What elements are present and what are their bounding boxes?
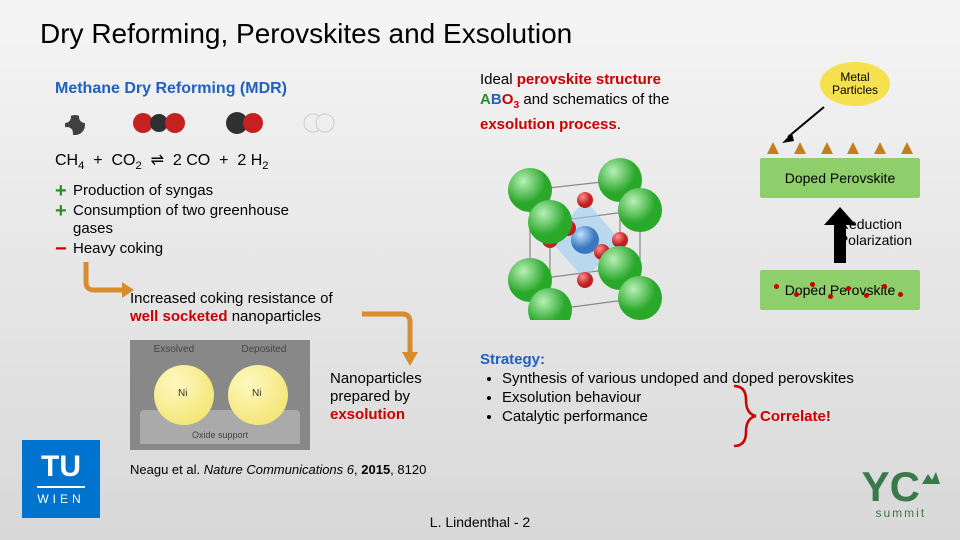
doped-perovskite-top: Doped Perovskite [760,158,920,198]
nano-text: Nanoparticles prepared by exsolution [330,370,422,424]
dopant-dots [770,282,910,302]
tu-text: TU [41,452,81,482]
tu-wien-logo: TU WIEN [22,440,100,518]
bullet-row: −Heavy coking [55,240,303,258]
bullet-symbol: − [55,240,73,258]
strategy-heading: Strategy: [480,350,854,369]
h2-icon [301,110,337,136]
bullet-row: +Production of syngas [55,182,303,200]
triangle-icon [847,142,859,154]
yc-summit-logo: YC summit [862,468,940,520]
triangle-icon [794,142,806,154]
wien-text: WIEN [37,486,84,506]
strategy-item: Exsolution behaviour [502,388,854,407]
footer: L. Lindenthal - 2 [0,514,960,530]
bullet-symbol: + [55,182,73,200]
yc-text: YC [862,468,940,506]
ni-figure: Exsolved Deposited Ni Ni Oxide support [130,340,310,450]
coking-text: Increased coking resistance of well sock… [130,290,333,326]
metal-particles-row [760,142,920,154]
metal-particles-label: Metal Particles [820,62,890,106]
triangle-icon [821,142,833,154]
co2-icon [129,108,189,138]
triangle-icon [767,142,779,154]
ni-label-left: Exsolved [154,344,195,355]
molecule-row [55,105,337,141]
bullet-text: Consumption of two greenhouse gases [73,202,303,238]
mdr-bullets: +Production of syngas+Consumption of two… [55,182,303,260]
methane-icon [55,105,95,141]
ni-text-2: Ni [252,388,261,399]
page-title: Dry Reforming, Perovskites and Exsolutio… [40,18,572,50]
support-label: Oxide support [130,430,310,440]
brace-icon [730,384,760,448]
bullet-text: Production of syngas [73,182,213,200]
coking-line2: nanoparticles [228,308,321,325]
triangle-icon [874,142,886,154]
nano-exsolution: exsolution [330,406,405,423]
well-socketed: well socketed [130,308,228,325]
co-icon [223,108,267,138]
reduction-label: Reduction Polarization [839,216,912,248]
arrow-to-coking [78,258,138,298]
nano-l2: prepared by [330,388,410,405]
citation: Neagu et al. Nature Communications 6, 20… [130,462,426,477]
perovskite-crystal [490,150,670,320]
triangle-icon [901,142,913,154]
ni-text-1: Ni [178,388,187,399]
metal-arrow-icon [780,105,830,145]
correlate-label: Correlate! [760,408,831,425]
bullet-text: Heavy coking [73,240,163,258]
bullet-row: +Consumption of two greenhouse gases [55,202,303,238]
arrow-to-nano [358,310,418,370]
strategy-item: Synthesis of various undoped and doped p… [502,369,854,388]
ni-label-right: Deposited [241,344,286,355]
mdr-equation: CH4 + CO2 ⇌ 2 CO + 2 H2 [55,150,269,172]
nano-l1: Nanoparticles [330,370,422,387]
mdr-heading: Methane Dry Reforming (MDR) [55,80,287,98]
coking-line1: Increased coking resistance of [130,290,333,307]
bullet-symbol: + [55,202,73,220]
